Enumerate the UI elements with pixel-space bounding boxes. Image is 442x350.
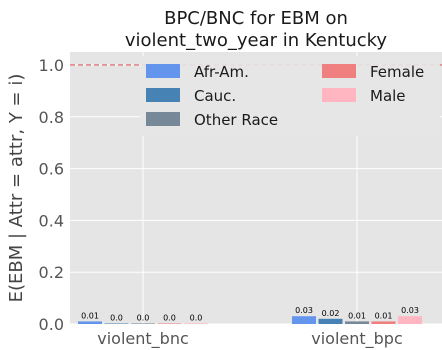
- chart-title-line-2: violent_two_year in Kentucky: [125, 30, 388, 51]
- bar-value-label: 0.01: [375, 311, 393, 320]
- legend-swatch: [146, 64, 180, 78]
- legend-label: Cauc.: [194, 87, 236, 105]
- y-axis-ticks: 0.0 0.2 0.4 0.6 0.8 1.0: [39, 56, 64, 334]
- y-tick-label: 0.8: [39, 108, 64, 127]
- legend-swatch: [322, 64, 356, 78]
- y-tick-label: 0.0: [39, 315, 64, 334]
- x-axis-ticks: violent_bnc violent_bpc: [97, 329, 403, 349]
- x-tick-label: violent_bnc: [97, 329, 189, 349]
- y-tick-label: 0.4: [39, 211, 64, 230]
- y-axis-label: E(EBM | Attr = attr, Y = i): [6, 74, 27, 303]
- bar: [371, 321, 396, 324]
- y-tick-label: 0.2: [39, 263, 64, 282]
- bar: [78, 321, 102, 324]
- legend-box: [140, 56, 440, 136]
- x-tick-label: violent_bpc: [311, 329, 403, 349]
- bar-value-label: 0.0: [190, 314, 203, 323]
- bar-value-label: 0.01: [348, 311, 366, 320]
- legend-swatch: [146, 88, 180, 102]
- bar-value-label: 0.02: [322, 309, 340, 318]
- bar: [398, 316, 422, 324]
- legend-swatch: [146, 112, 180, 126]
- bar-value-label: 0.0: [137, 314, 150, 323]
- bar: [345, 321, 369, 324]
- y-tick-label: 0.6: [39, 160, 64, 179]
- legend-swatch: [322, 88, 356, 102]
- bars: [78, 316, 422, 324]
- legend-label: Other Race: [194, 111, 278, 129]
- bar: [157, 323, 182, 324]
- bar: [104, 323, 129, 324]
- bar-value-labels: 0.01 0.0 0.0 0.0 0.0 0.03 0.02 0.01 0.01 0.03: [81, 306, 419, 322]
- bar-value-label: 0.01: [81, 311, 99, 320]
- bar-value-label: 0.0: [110, 314, 123, 323]
- bar-value-label: 0.03: [401, 306, 419, 315]
- bar: [292, 316, 316, 324]
- bar: [131, 323, 155, 324]
- y-tick-label: 1.0: [39, 56, 64, 75]
- chart-title: BPC/BNC for EBM on violent_two_year in K…: [125, 8, 388, 51]
- bar-value-label: 0.0: [163, 314, 176, 323]
- legend-label: Afr-Am.: [194, 63, 249, 81]
- bar: [184, 323, 208, 324]
- bar: [318, 318, 343, 324]
- legend: Afr-Am. Cauc. Other Race Female Male: [140, 56, 440, 136]
- legend-label: Male: [370, 87, 406, 105]
- chart-title-line-1: BPC/BNC for EBM on: [164, 8, 348, 29]
- bar-value-label: 0.03: [295, 306, 313, 315]
- legend-label: Female: [370, 63, 424, 81]
